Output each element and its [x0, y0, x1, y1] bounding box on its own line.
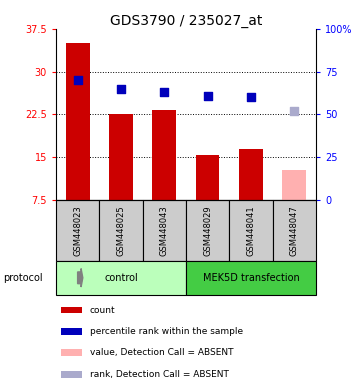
- Bar: [196, 155, 219, 200]
- Bar: [61, 306, 82, 313]
- Text: MEK5D transfection: MEK5D transfection: [203, 273, 299, 283]
- Text: rank, Detection Call = ABSENT: rank, Detection Call = ABSENT: [90, 370, 229, 379]
- Text: GSM448041: GSM448041: [247, 205, 255, 256]
- Point: [118, 86, 124, 92]
- Text: control: control: [104, 273, 138, 283]
- Bar: [61, 328, 82, 335]
- Point: [75, 77, 81, 83]
- Bar: [56, 261, 186, 295]
- Bar: [186, 200, 229, 261]
- Point: [291, 108, 297, 114]
- Bar: [239, 149, 263, 200]
- Point: [205, 93, 210, 99]
- Bar: [56, 200, 99, 261]
- Bar: [61, 371, 82, 377]
- Bar: [152, 110, 176, 200]
- Text: percentile rank within the sample: percentile rank within the sample: [90, 327, 243, 336]
- Text: GSM448029: GSM448029: [203, 205, 212, 256]
- Text: GSM448047: GSM448047: [290, 205, 299, 256]
- Point: [161, 88, 167, 94]
- Text: GSM448043: GSM448043: [160, 205, 169, 256]
- Text: protocol: protocol: [4, 273, 43, 283]
- Bar: [61, 349, 82, 356]
- Text: count: count: [90, 306, 116, 314]
- Bar: [143, 200, 186, 261]
- Bar: [66, 43, 90, 200]
- Bar: [273, 200, 316, 261]
- Bar: [229, 200, 273, 261]
- Bar: [186, 261, 316, 295]
- Text: value, Detection Call = ABSENT: value, Detection Call = ABSENT: [90, 348, 233, 357]
- FancyArrow shape: [78, 268, 83, 287]
- Text: GSM448025: GSM448025: [117, 205, 125, 256]
- Point: [248, 94, 254, 100]
- Bar: [99, 200, 143, 261]
- Title: GDS3790 / 235027_at: GDS3790 / 235027_at: [110, 14, 262, 28]
- Bar: [109, 114, 133, 200]
- Bar: [282, 170, 306, 200]
- Text: GSM448023: GSM448023: [73, 205, 82, 256]
